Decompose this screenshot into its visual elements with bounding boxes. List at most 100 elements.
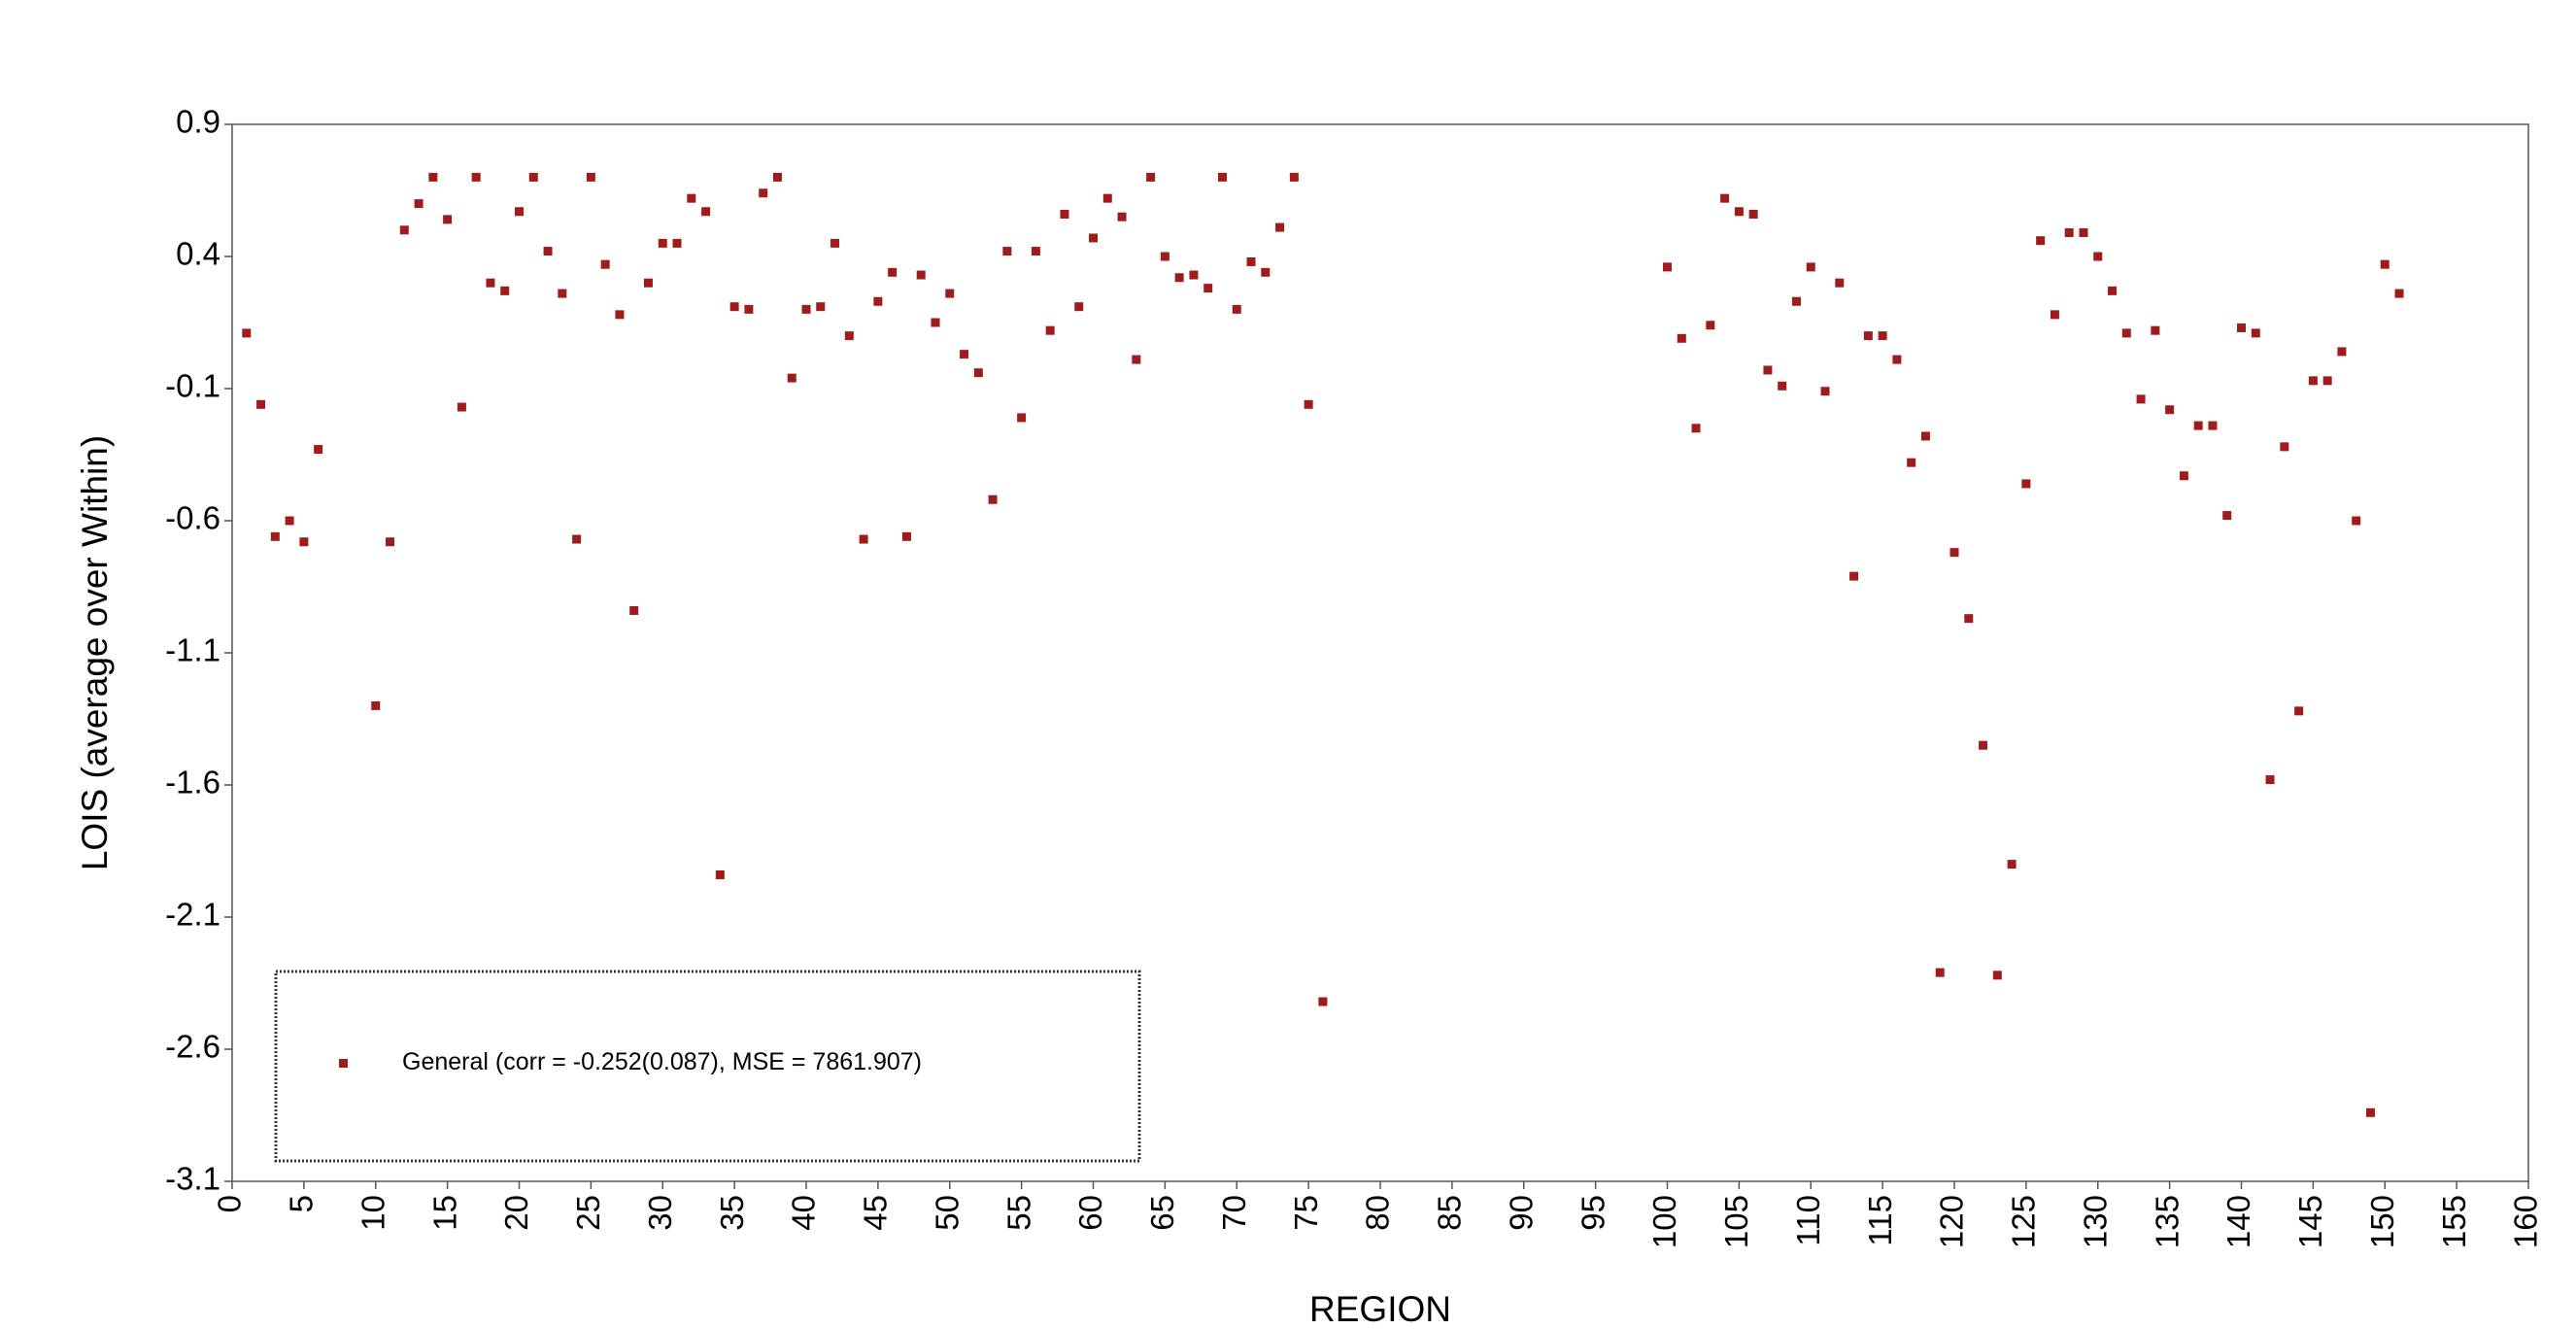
point — [816, 302, 826, 312]
point — [687, 193, 696, 203]
x-tick-label: 85 — [1432, 1195, 1468, 1231]
point — [2365, 1108, 2375, 1117]
point — [629, 605, 639, 615]
point — [744, 304, 754, 314]
point — [888, 267, 898, 277]
point — [1748, 209, 1758, 219]
x-tick-label: 120 — [1934, 1195, 1970, 1248]
point — [658, 238, 667, 248]
point — [457, 402, 466, 412]
x-tick-label: 25 — [570, 1195, 606, 1231]
point — [2222, 511, 2232, 521]
x-tick-label: 160 — [2508, 1195, 2544, 1248]
point — [1275, 222, 1285, 232]
point — [1935, 968, 1945, 977]
point — [586, 172, 595, 182]
point — [1318, 997, 1328, 1006]
point — [1763, 365, 1773, 375]
point — [1964, 614, 1974, 624]
point — [528, 172, 538, 182]
point — [2394, 289, 2404, 298]
point — [643, 278, 653, 288]
point — [672, 238, 682, 248]
point — [371, 700, 381, 710]
x-tick-label: 15 — [426, 1195, 462, 1231]
point — [2050, 310, 2059, 320]
y-tick-label: -0.1 — [165, 368, 220, 404]
point — [1089, 233, 1098, 243]
point — [960, 350, 969, 359]
point — [1949, 548, 1959, 558]
point — [615, 310, 625, 320]
x-tick-label: 5 — [284, 1195, 320, 1212]
y-axis-label: LOIS (average over Within) — [75, 435, 115, 870]
point — [2208, 421, 2218, 430]
point — [2108, 286, 2118, 295]
point — [2165, 405, 2175, 415]
point — [242, 328, 252, 338]
point — [2079, 228, 2088, 238]
point — [1189, 270, 1199, 280]
point — [1806, 262, 1815, 272]
point — [2280, 442, 2289, 452]
point — [973, 368, 983, 378]
point — [2380, 259, 2390, 269]
point — [859, 534, 868, 544]
x-tick-label: 60 — [1072, 1195, 1108, 1231]
point — [1734, 207, 1744, 217]
x-tick-label: 75 — [1288, 1195, 1324, 1231]
point — [844, 331, 854, 341]
point — [701, 207, 711, 217]
point — [1117, 212, 1127, 222]
point — [1706, 321, 1715, 330]
point — [600, 259, 610, 269]
point — [285, 516, 294, 526]
point — [1289, 172, 1299, 182]
point — [873, 296, 883, 306]
point — [2121, 328, 2131, 338]
point — [558, 289, 567, 298]
point — [2151, 325, 2160, 335]
point — [901, 531, 911, 541]
point — [729, 302, 739, 312]
x-tick-label: 125 — [2006, 1195, 2042, 1248]
point — [1132, 355, 1141, 364]
point — [2136, 394, 2146, 404]
point — [1261, 267, 1271, 277]
point — [988, 494, 998, 504]
point — [1677, 333, 1686, 343]
point — [386, 537, 395, 547]
x-tick-label: 90 — [1503, 1195, 1539, 1231]
legend-box — [274, 970, 1141, 1163]
point — [486, 278, 495, 288]
point — [2179, 471, 2188, 481]
x-tick-label: 30 — [642, 1195, 678, 1231]
point — [1663, 262, 1672, 272]
point — [772, 172, 782, 182]
point — [2093, 252, 2103, 261]
point — [1146, 172, 1156, 182]
x-tick-label: 80 — [1360, 1195, 1396, 1231]
x-tick-label: 105 — [1718, 1195, 1754, 1248]
y-tick-label: -2.6 — [165, 1029, 220, 1065]
point — [1791, 296, 1801, 306]
point — [1174, 273, 1184, 283]
x-tick-label: 65 — [1144, 1195, 1180, 1231]
point — [471, 172, 481, 182]
x-tick-label: 135 — [2149, 1195, 2185, 1248]
point — [2021, 479, 2031, 489]
x-tick-label: 40 — [786, 1195, 822, 1231]
point — [1203, 284, 1213, 293]
x-tick-label: 95 — [1575, 1195, 1610, 1231]
legend: General (corr = -0.252(0.087), MSE = 786… — [274, 970, 1141, 1163]
x-tick-label: 20 — [498, 1195, 534, 1231]
x-tick-label: 100 — [1646, 1195, 1682, 1248]
x-tick-label: 55 — [1000, 1195, 1036, 1231]
point — [2251, 328, 2260, 338]
point — [2294, 706, 2304, 716]
y-tick-label: -0.6 — [165, 500, 220, 536]
point — [1835, 278, 1845, 288]
point — [715, 869, 725, 879]
point — [572, 534, 582, 544]
y-tick-label: -2.1 — [165, 897, 220, 933]
